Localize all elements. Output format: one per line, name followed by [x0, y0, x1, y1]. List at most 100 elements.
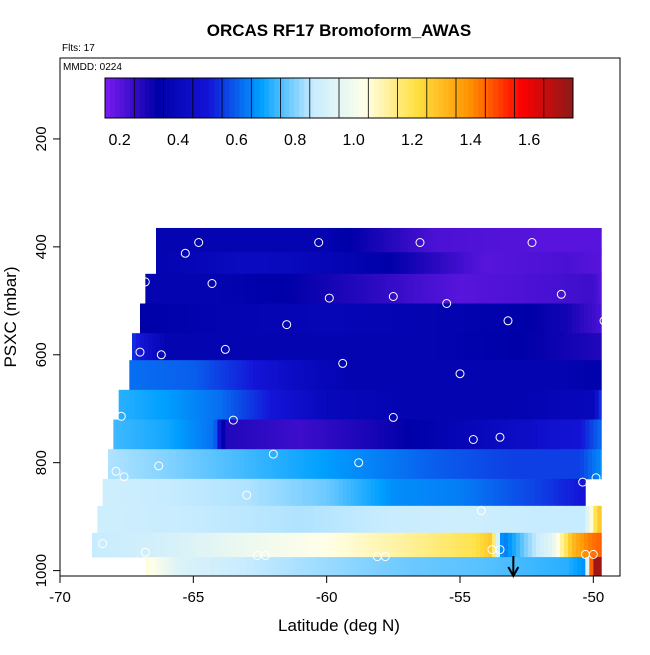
band-11-cell — [552, 532, 557, 558]
band-6-cell — [390, 389, 396, 420]
band-3-cell — [560, 303, 565, 334]
band-8-cell — [524, 449, 529, 480]
band-5-cell — [181, 360, 186, 391]
band-2-cell — [437, 273, 442, 304]
band-2-cell — [465, 273, 470, 304]
band-12-cell — [373, 557, 378, 577]
band-1-cell — [448, 252, 453, 275]
band-2-cell — [369, 273, 374, 304]
band-5-cell — [145, 360, 150, 391]
band-9-cell — [198, 478, 204, 507]
band-9-cell — [134, 478, 140, 507]
band-10-cell — [453, 505, 458, 534]
flights-label: Flts: 17 — [62, 43, 95, 54]
band-2-cell — [517, 273, 522, 304]
colorbar-cell — [403, 78, 410, 118]
colorbar-cell — [114, 78, 121, 118]
band-11-cell — [460, 532, 465, 558]
colorbar-cell — [548, 78, 554, 118]
band-7-cell — [377, 419, 382, 450]
band-6-cell — [366, 389, 372, 420]
band-1-cell — [260, 252, 265, 275]
band-3-cell — [580, 303, 585, 334]
band-9-cell — [430, 478, 436, 507]
band-1-cell — [552, 252, 557, 275]
band-11-cell — [204, 532, 209, 558]
band-1-cell — [412, 252, 417, 275]
band-4-cell — [528, 333, 533, 361]
band-6-cell — [362, 389, 368, 420]
band-3-cell — [548, 303, 553, 334]
sample-marker — [116, 411, 126, 421]
band-6-cell — [182, 389, 188, 420]
band-10-cell — [337, 505, 342, 534]
band-10-cell — [217, 505, 222, 534]
band-11-cell — [568, 532, 573, 558]
band-12-cell — [357, 557, 362, 577]
band-11-cell — [372, 532, 377, 558]
band-6-cell — [530, 389, 536, 420]
band-7-cell — [197, 419, 202, 450]
x-tick-label: -60 — [316, 589, 338, 606]
band-5-cell — [269, 360, 274, 391]
band-10-cell — [545, 505, 550, 534]
band-9-cell — [446, 478, 452, 507]
band-7-cell — [293, 419, 298, 450]
band-4-cell — [552, 333, 557, 361]
band-10-cell — [441, 505, 446, 534]
band-10-cell — [581, 505, 586, 534]
band-11-cell — [232, 532, 237, 558]
band-2-cell — [209, 273, 214, 304]
band-9-cell — [466, 478, 472, 507]
band-3-cell — [544, 303, 549, 334]
band-6-cell — [470, 389, 476, 420]
band-11-cell — [212, 532, 217, 558]
band-11-cell — [216, 532, 221, 558]
band-6-cell — [154, 389, 160, 420]
band-3-cell — [364, 303, 369, 334]
band-11-cell — [388, 532, 393, 558]
band-6-cell — [414, 389, 420, 420]
band-6-cell — [406, 389, 412, 420]
band-5-cell — [541, 360, 546, 391]
band-1-cell — [352, 252, 357, 275]
band-8-cell — [448, 449, 453, 480]
band-3-cell — [276, 303, 281, 334]
band-10-cell — [417, 505, 422, 534]
band-9-cell — [374, 478, 380, 507]
band-12-cell — [493, 557, 498, 577]
band-11-cell — [176, 532, 181, 558]
band-3-cell — [428, 303, 433, 334]
band-11-cell — [384, 532, 389, 558]
band-2-cell — [325, 273, 330, 304]
band-6-cell — [130, 389, 136, 420]
band-11-cell — [152, 532, 157, 558]
band-5-cell — [533, 360, 538, 391]
band-1-cell — [312, 252, 317, 275]
colorbar-cell — [388, 78, 395, 118]
y-tick-label: 800 — [33, 450, 50, 475]
band-11-cell — [260, 532, 265, 558]
band-8-cell — [216, 449, 221, 480]
band-11-cell — [256, 532, 261, 558]
band-8-cell — [308, 449, 313, 480]
band-0-cell — [432, 227, 437, 253]
band-6-cell — [250, 389, 256, 420]
band-3-cell — [464, 303, 469, 334]
band-12-cell — [405, 557, 410, 577]
band-7-cell — [213, 419, 218, 450]
band-8-cell — [312, 449, 317, 480]
band-8-cell — [348, 449, 353, 480]
band-1-cell — [528, 252, 533, 275]
band-7-cell — [361, 419, 366, 450]
band-8-cell — [596, 449, 601, 480]
band-0-cell — [340, 227, 345, 253]
band-10-cell — [269, 505, 274, 534]
band-9-cell — [554, 478, 560, 507]
band-9-cell — [130, 478, 136, 507]
band-0-cell — [160, 227, 165, 253]
band-5-cell — [325, 360, 330, 391]
band-2-cell — [473, 273, 478, 304]
band-10-cell — [165, 505, 170, 534]
band-10-cell — [241, 505, 246, 534]
